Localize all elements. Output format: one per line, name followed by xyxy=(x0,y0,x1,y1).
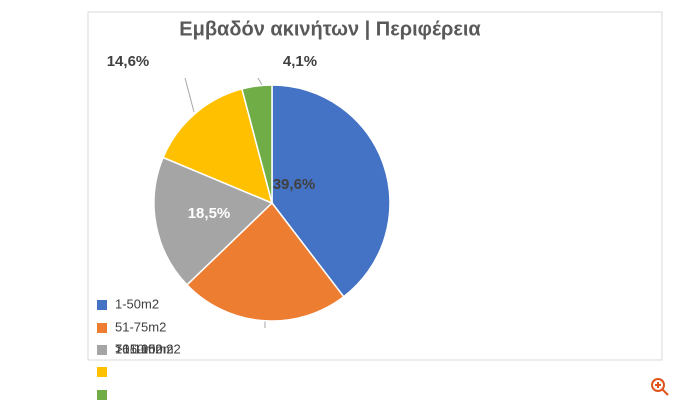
zoom-icon[interactable] xyxy=(651,378,669,396)
leader-line xyxy=(257,77,263,86)
legend-swatch xyxy=(97,300,107,310)
leader-line xyxy=(184,77,195,113)
data-label: 39,6% xyxy=(273,176,316,193)
legend-label: 1-50m2 xyxy=(115,296,159,311)
legend-label: 76-100m2 xyxy=(115,341,174,356)
pie-slice xyxy=(241,84,273,204)
chart-title: Εμβαδόν ακινήτων | Περιφέρεια xyxy=(179,18,481,40)
legend-label: 51-75m2 xyxy=(115,319,166,334)
pie-slice xyxy=(185,201,345,322)
legend-swatch xyxy=(97,367,107,377)
data-label: 14,6% xyxy=(107,53,150,70)
legend-swatch xyxy=(97,323,107,333)
data-label: 18,5% xyxy=(188,205,231,222)
pie-slice xyxy=(162,87,274,205)
legend-label: 101-150m2 xyxy=(115,341,181,356)
legend-label: >150m2 xyxy=(115,341,162,356)
pie-slice xyxy=(271,84,391,298)
data-label: 4,1% xyxy=(283,53,317,70)
legend-swatch xyxy=(97,390,107,400)
pie-slice xyxy=(153,156,274,286)
legend-swatch xyxy=(97,345,107,355)
